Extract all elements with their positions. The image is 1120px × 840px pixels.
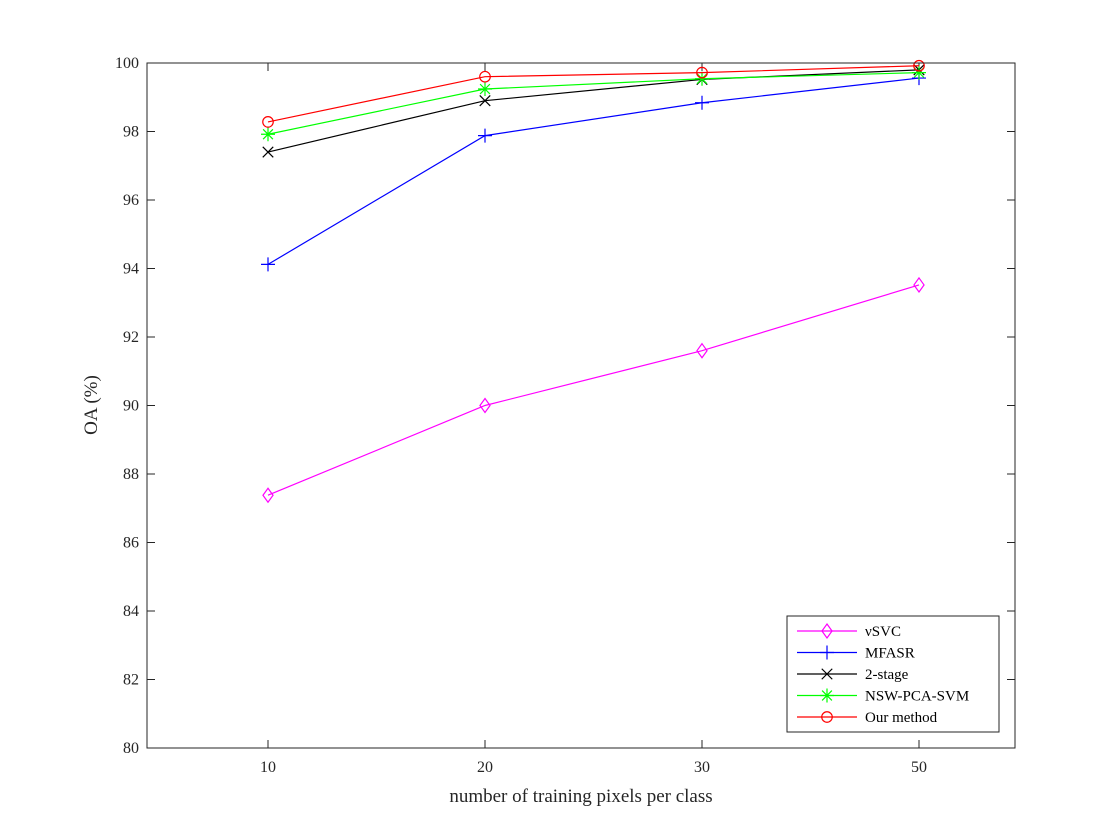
series-line [267,77,920,265]
data-point [478,82,492,97]
y-tick-label: 82 [123,672,139,689]
legend-item: 2-stage [797,667,909,683]
legend: νSVC MFASR 2-stage NSW-PCA-SVM Our method [786,615,1000,733]
data-point [262,146,274,158]
data-point [913,59,925,72]
series-0 [262,276,925,504]
series-line [267,65,920,123]
legend-marker [821,622,833,640]
data-point [479,70,491,83]
y-axis-label: OA (%) [81,375,102,435]
axis-ticks: 80 82 84 86 88 90 92 94 96 98 100 10 20 30 50 [115,55,1015,776]
legend-label: 2-stage [865,667,909,683]
legend-item: νSVC [797,622,901,640]
series-4 [262,59,925,128]
y-tick-label: 98 [123,124,139,141]
data-point [262,116,274,128]
legend-label: MFASR [865,646,915,662]
data-point [478,128,492,143]
x-tick-label: 50 [911,759,927,776]
legend-item: MFASR [797,645,915,662]
x-tick-label: 20 [477,759,493,776]
legend-marker [820,645,834,660]
y-tick-label: 84 [123,603,139,620]
data-point [696,66,708,79]
legend-item: Our method [797,710,938,726]
data-point [695,95,709,110]
series-3 [261,65,926,142]
y-tick-label: 86 [123,535,139,552]
y-tick-label: 80 [123,740,139,757]
series-line [267,71,920,135]
y-tick-label: 96 [123,192,139,209]
data-point [261,257,275,272]
series-line [267,69,920,153]
x-tick-label: 10 [260,759,276,776]
y-tick-label: 92 [123,329,139,346]
legend-marker [821,711,833,723]
legend-label: Our method [865,710,938,726]
data-point [695,71,709,86]
y-tick-label: 90 [123,398,139,415]
data-point [696,342,708,359]
data-point [479,95,491,107]
y-tick-label: 100 [115,55,139,72]
plot-frame [146,62,1016,749]
series-layer [261,59,926,504]
legend-label: νSVC [865,624,901,640]
legend-marker [821,668,833,680]
x-tick-label: 30 [694,759,710,776]
legend-marker [820,688,834,703]
data-point [479,397,491,414]
legend-label: NSW-PCA-SVM [865,689,969,705]
series-line [267,284,920,496]
y-tick-label: 88 [123,466,139,483]
data-point [912,65,926,80]
data-point [913,276,925,293]
data-point [262,487,274,504]
legend-item: NSW-PCA-SVM [797,688,969,705]
data-point [261,127,275,142]
x-axis-label: number of training pixels per class [449,786,712,807]
y-tick-label: 94 [123,261,139,278]
